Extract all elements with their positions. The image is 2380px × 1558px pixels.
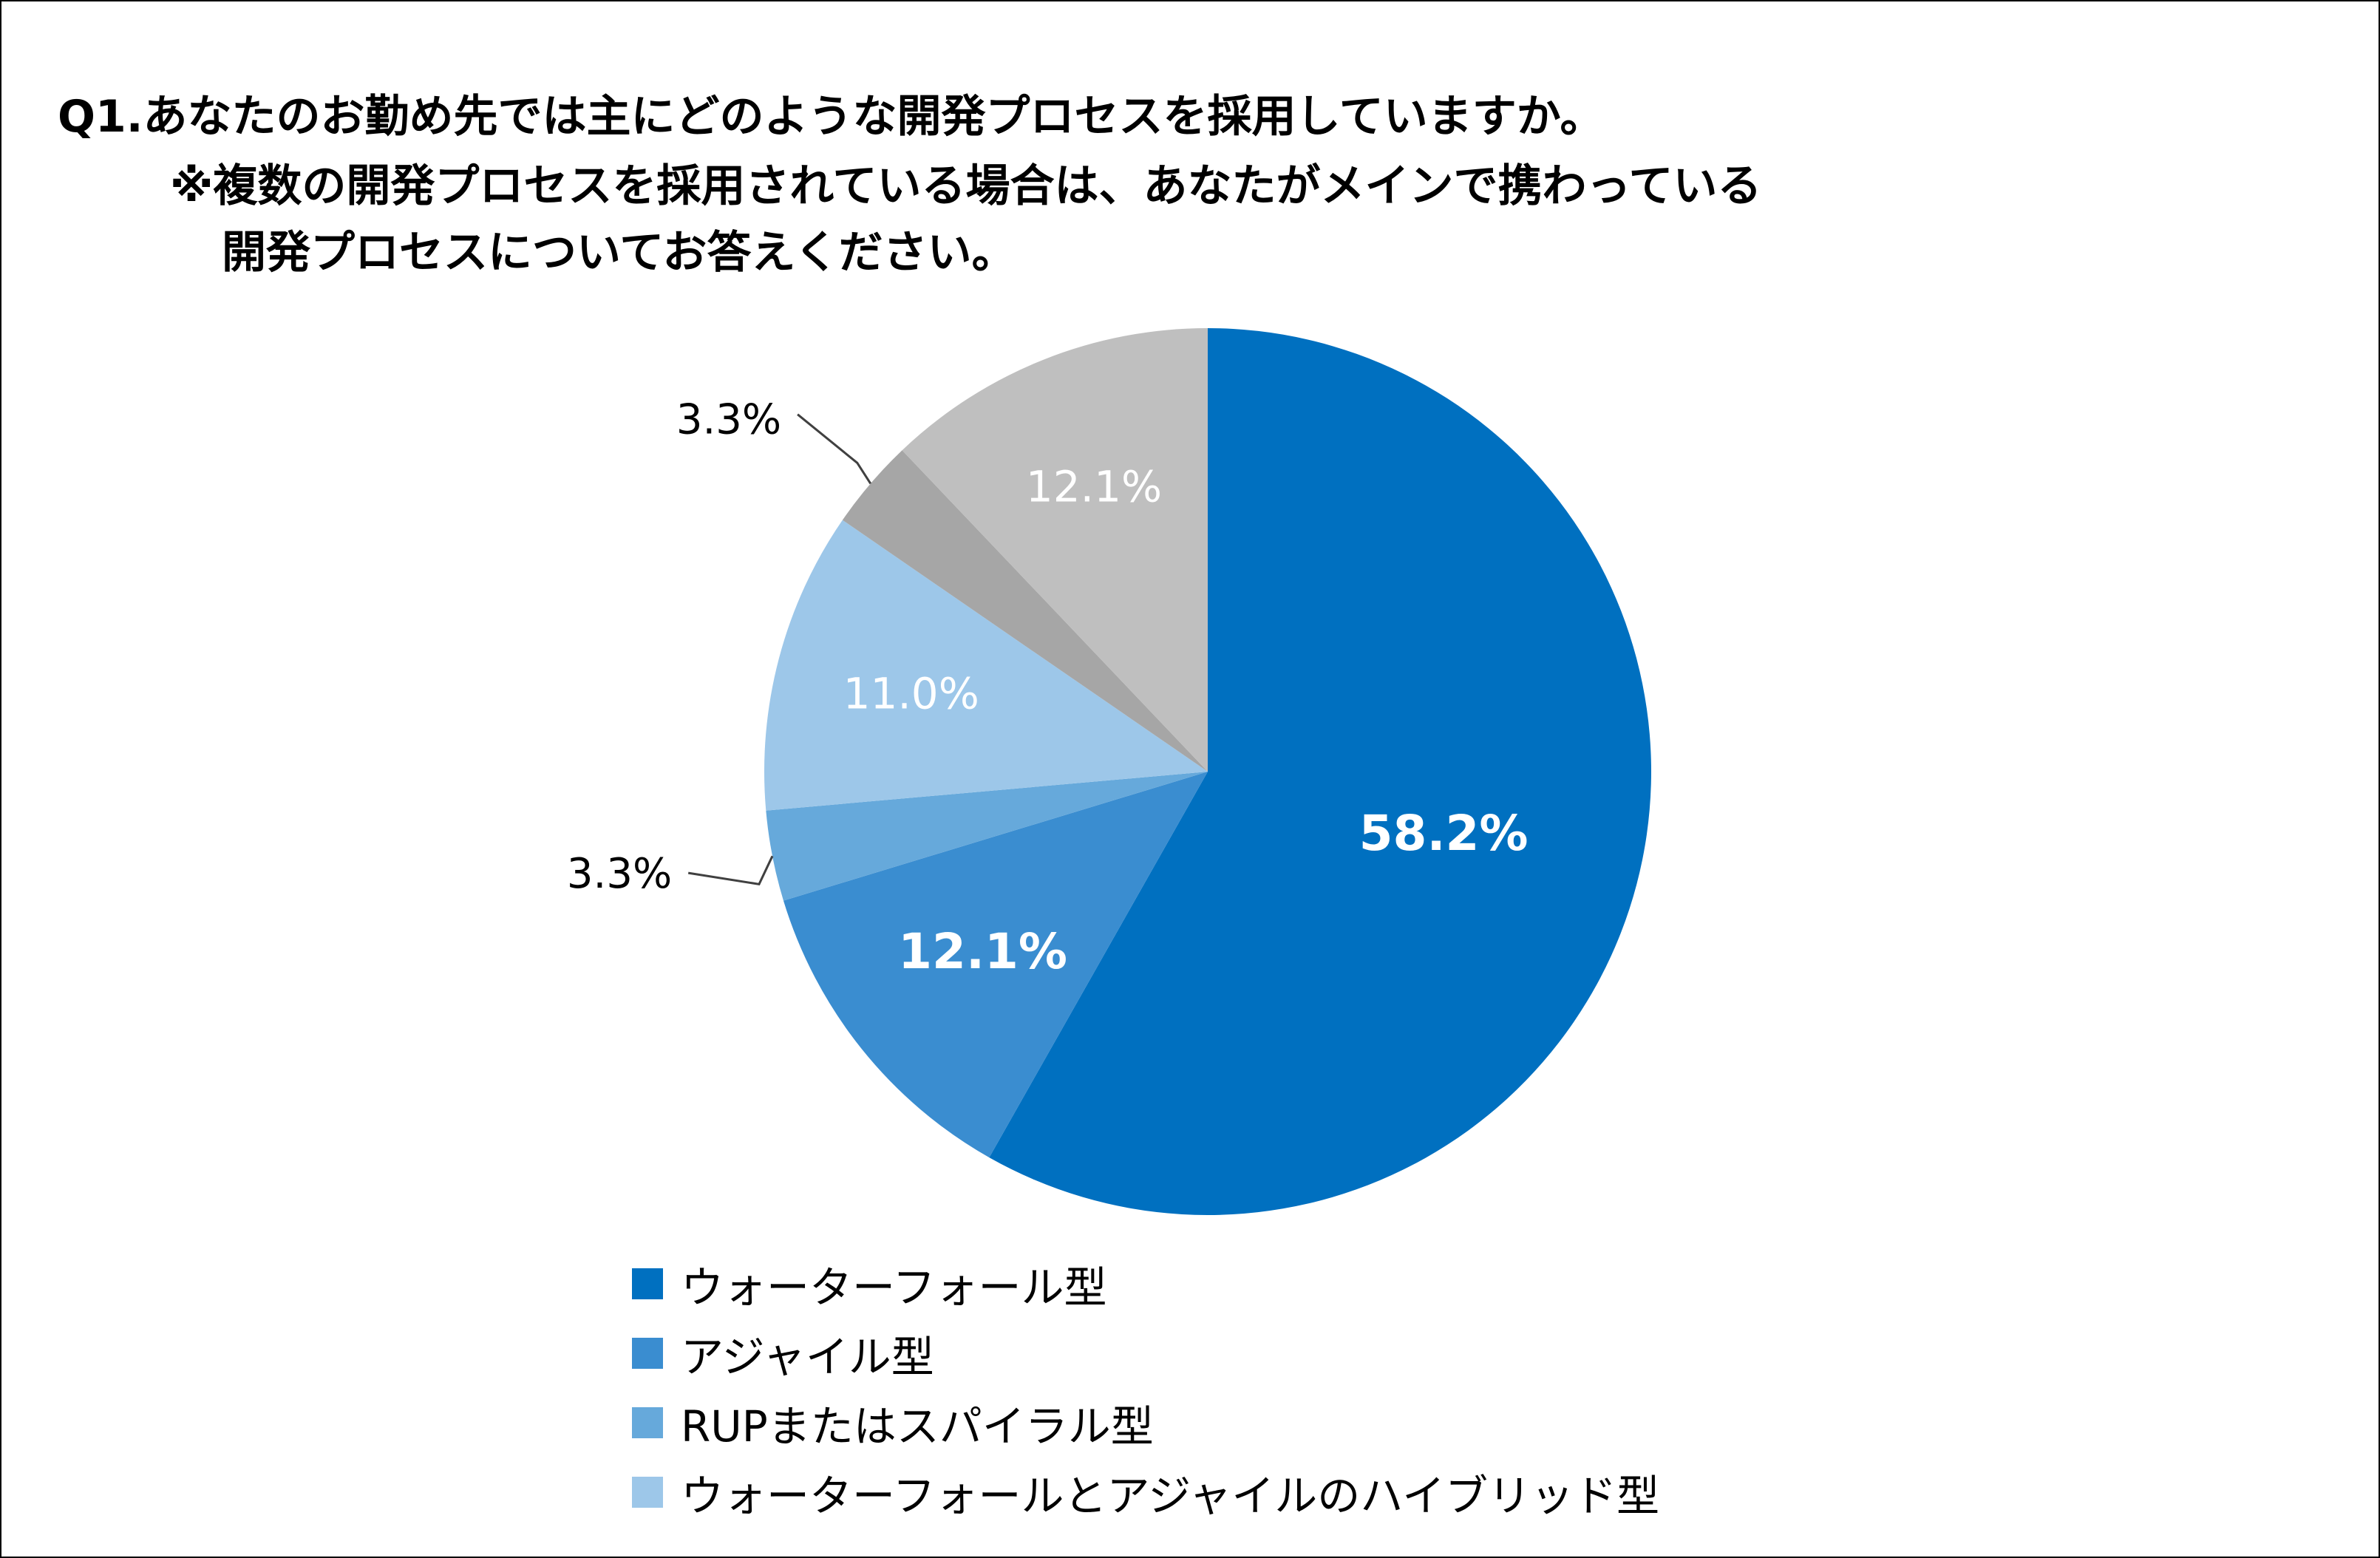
data-label-slice-6: 12.1%: [1026, 462, 1162, 512]
pie-slice-slice-5: [842, 450, 1208, 772]
pie-slice-hybrid: [764, 520, 1208, 811]
legend-swatch-agile: [632, 1338, 663, 1369]
legend-swatch-waterfall: [632, 1268, 663, 1299]
chart-title-line-1: Q1.あなたのお勤め先では主にどのような開発プロセスを採用していますか。: [58, 91, 1605, 143]
legend: ウォーターフォール型 アジャイル型 RUPまたはスパイラル型 ウォーターフォール…: [632, 1249, 1659, 1527]
data-label-rup-spiral: 3.3%: [567, 850, 672, 898]
data-labels: 58.2% 12.1% 3.3% 11.0% 3.3% 12.1%: [567, 396, 1529, 980]
legend-label-hybrid: ウォーターフォールとアジャイルのハイブリッド型: [681, 1471, 1660, 1521]
legend-swatch-hybrid: [632, 1477, 663, 1508]
data-label-waterfall: 58.2%: [1359, 805, 1529, 862]
leader-line-slice-5: [797, 413, 872, 485]
legend-swatch-rup-spiral: [632, 1407, 663, 1438]
legend-item-hybrid: ウォーターフォールとアジャイルのハイブリッド型: [632, 1457, 1659, 1527]
chart-title-line-2: ※複数の開発プロセスを採用されている場合は、あなたがメインで携わっている: [170, 160, 1762, 212]
legend-label-rup-spiral: RUPまたはスパイラル型: [681, 1401, 1154, 1452]
legend-item-rup-spiral: RUPまたはスパイラル型: [632, 1388, 1659, 1457]
pie-slice-slice-6: [902, 328, 1208, 772]
data-label-slice-5: 3.3%: [676, 396, 781, 444]
leader-line-rup-spiral: [687, 855, 774, 885]
pie-slice-rup-spiral: [766, 772, 1208, 901]
legend-item-waterfall: ウォーターフォール型: [632, 1249, 1659, 1319]
leader-lines: [687, 413, 872, 885]
pie-slice-waterfall: [989, 328, 1651, 1215]
pie-slices: [764, 328, 1651, 1215]
legend-label-agile: アジャイル型: [681, 1332, 934, 1382]
legend-item-agile: アジャイル型: [632, 1319, 1659, 1388]
legend-label-waterfall: ウォーターフォール型: [681, 1262, 1107, 1313]
pie-slice-agile: [783, 772, 1208, 1158]
data-label-agile: 12.1%: [898, 923, 1067, 980]
data-label-hybrid: 11.0%: [843, 668, 979, 718]
chart-title-line-3: 開発プロセスについてお答えください。: [222, 227, 1016, 279]
